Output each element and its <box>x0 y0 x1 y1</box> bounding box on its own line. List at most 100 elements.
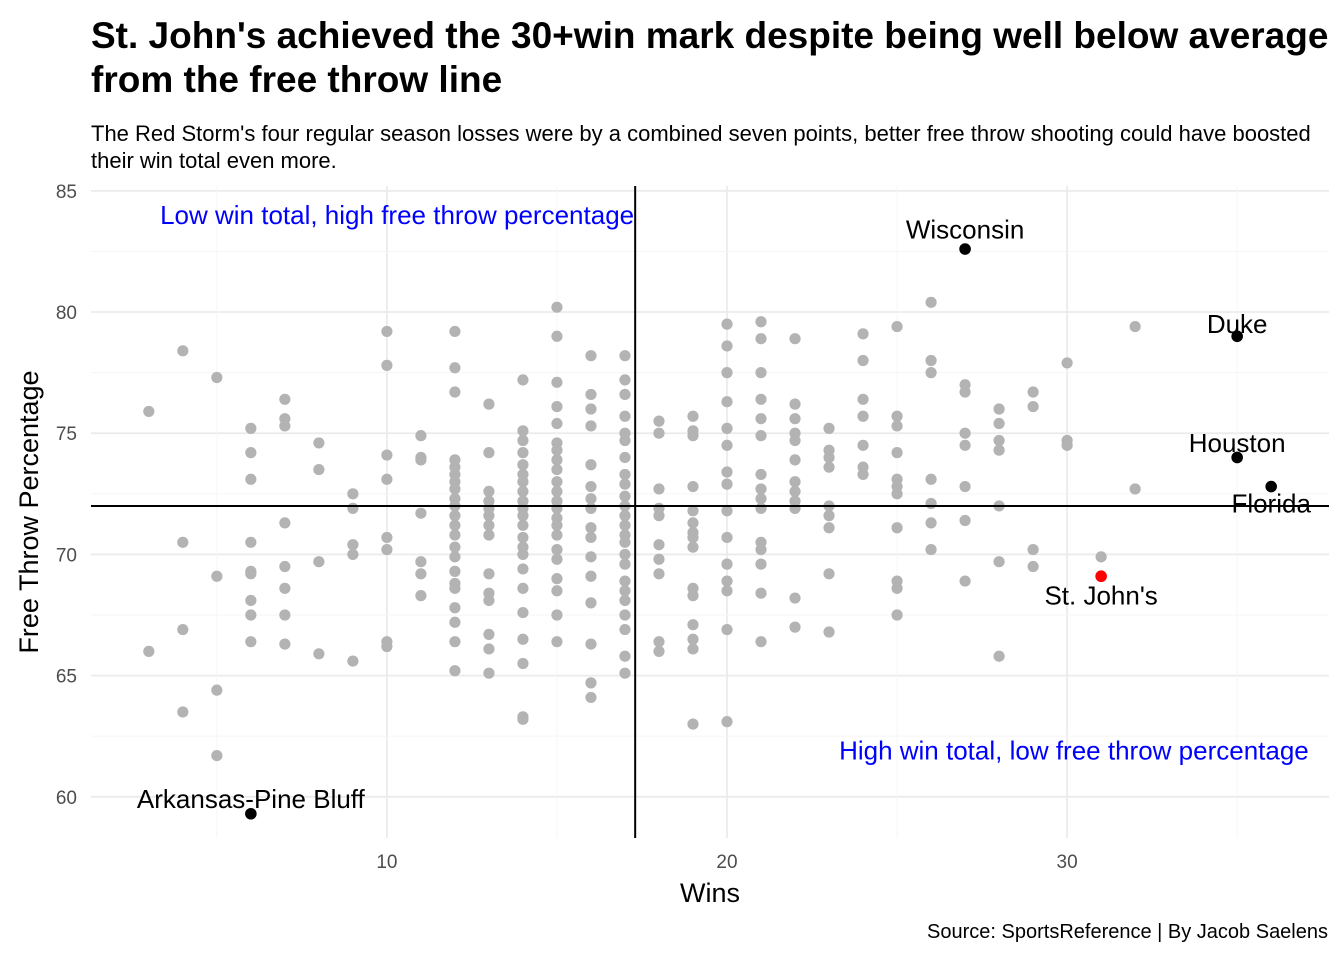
data-point <box>279 582 291 594</box>
data-point <box>789 592 801 604</box>
data-point <box>449 602 461 614</box>
data-point <box>211 684 223 696</box>
data-point <box>721 318 733 330</box>
highlight-point <box>1231 451 1243 464</box>
data-point <box>653 539 665 551</box>
data-point <box>755 367 767 379</box>
data-point <box>517 374 529 386</box>
tick-labels: 60 65 70 75 80 85 10 20 30 <box>56 182 1078 873</box>
data-point <box>211 570 223 582</box>
data-point <box>755 333 767 345</box>
data-point <box>925 367 937 379</box>
highlight-point <box>959 243 971 255</box>
data-point <box>721 716 733 728</box>
data-point <box>177 345 189 357</box>
point-label: Wisconsin <box>906 215 1024 245</box>
data-point <box>993 650 1005 662</box>
data-point <box>415 556 427 568</box>
data-point <box>619 510 631 522</box>
data-point <box>517 434 529 447</box>
data-point <box>891 420 903 432</box>
data-point <box>959 575 971 587</box>
data-point <box>483 519 495 531</box>
data-point <box>721 575 733 587</box>
data-points <box>143 296 1141 762</box>
data-point <box>517 459 529 471</box>
data-point <box>415 507 427 519</box>
chart-title: St. John's achieved the 30+win mark desp… <box>91 15 1329 100</box>
data-point <box>483 510 495 522</box>
point-label: St. John's <box>1044 581 1157 611</box>
data-point <box>517 447 529 459</box>
data-point <box>381 473 393 485</box>
data-point <box>551 417 563 430</box>
data-point <box>1095 551 1107 563</box>
data-point <box>279 420 291 432</box>
data-point <box>551 330 563 342</box>
data-point <box>551 573 563 585</box>
data-point <box>585 403 597 415</box>
data-point <box>245 636 257 648</box>
data-point <box>551 543 563 556</box>
data-point <box>755 636 767 648</box>
data-point <box>585 459 597 471</box>
data-point <box>517 606 529 619</box>
data-point <box>279 517 291 529</box>
data-point <box>585 551 597 563</box>
data-point <box>143 405 155 418</box>
data-point <box>585 420 597 432</box>
data-point <box>891 522 903 534</box>
data-point <box>619 490 631 502</box>
data-point <box>551 476 563 488</box>
data-point <box>177 623 189 636</box>
data-point <box>925 296 937 308</box>
y-axis-title: Free Throw Percentage <box>14 370 44 653</box>
data-point <box>551 519 563 531</box>
data-point <box>721 478 733 490</box>
data-point <box>993 417 1005 430</box>
data-point <box>653 510 665 522</box>
data-point <box>959 439 971 451</box>
data-point <box>789 476 801 488</box>
data-point <box>619 594 631 607</box>
data-point <box>959 427 971 439</box>
data-point <box>517 485 529 497</box>
data-point <box>619 548 631 561</box>
data-point <box>551 502 563 514</box>
data-point <box>245 447 257 459</box>
data-point <box>755 587 767 599</box>
data-point <box>279 393 291 405</box>
data-point <box>517 563 529 575</box>
data-point <box>721 340 733 352</box>
data-point <box>517 510 529 522</box>
data-point <box>721 531 733 544</box>
data-point <box>823 461 835 473</box>
data-point <box>551 301 563 313</box>
data-point <box>755 468 767 481</box>
data-point <box>789 333 801 345</box>
grid-lines <box>91 186 1329 838</box>
data-point <box>959 386 971 398</box>
data-point <box>449 582 461 594</box>
data-point <box>653 415 665 427</box>
data-point <box>381 325 393 338</box>
chart-caption: Source: SportsReference | By Jacob Saele… <box>927 921 1328 943</box>
data-point <box>551 609 563 621</box>
data-point <box>483 568 495 580</box>
data-point <box>551 636 563 648</box>
data-point <box>755 543 767 556</box>
data-point <box>585 531 597 544</box>
data-point <box>279 609 291 621</box>
data-point <box>721 396 733 408</box>
data-point <box>619 519 631 531</box>
data-point <box>585 691 597 704</box>
data-point <box>925 497 937 510</box>
point-label: Houston <box>1189 428 1286 458</box>
data-point <box>585 480 597 493</box>
highlight-point <box>245 807 257 820</box>
quadrant-label: High win total, low free throw percentag… <box>839 736 1309 766</box>
data-point <box>517 548 529 561</box>
data-point <box>755 558 767 570</box>
